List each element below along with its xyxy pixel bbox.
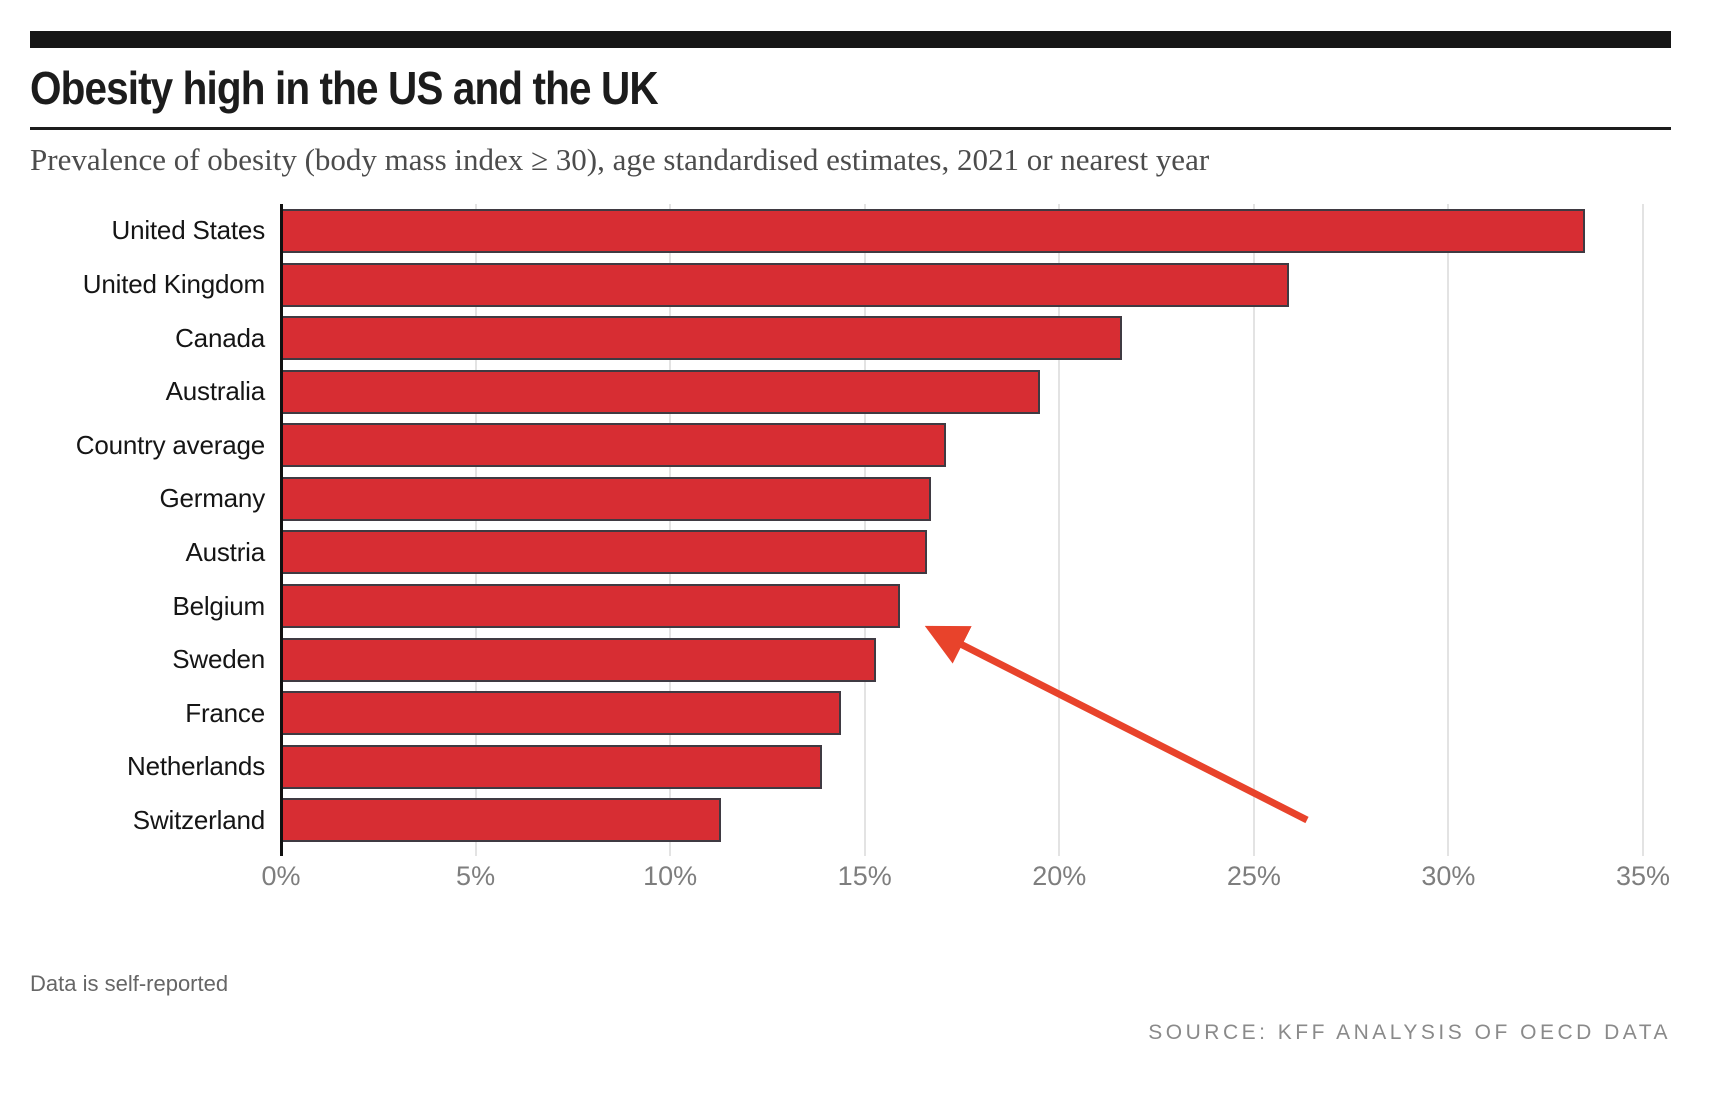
category-label: France [185,697,265,728]
category-label: United Kingdom [82,269,265,300]
bars [281,204,1643,847]
gridlines [281,204,1644,857]
bar-sweden [281,637,877,682]
bar-country-average [281,423,947,468]
gridline [474,204,477,857]
bar-row [281,419,1643,473]
gridline [1252,204,1255,857]
gridline [1642,204,1644,857]
bar-row [281,794,1643,848]
bar-row [281,579,1643,633]
axis-tick-label: 5% [456,861,496,892]
bar-australia [281,369,1040,414]
category-label: Switzerland [132,804,265,835]
axis-tick-label: 20% [1032,861,1087,892]
category-label: Germany [159,483,265,514]
bar-row [281,472,1643,526]
bar-row [281,633,1643,687]
category-label: Belgium [172,590,265,621]
bar-united-kingdom [281,262,1289,307]
y-axis-line [280,204,283,857]
bar-row [281,526,1643,580]
axis-tick-label: 35% [1615,861,1671,892]
bar-germany [281,476,931,521]
axis-tick-label: 10% [643,861,698,892]
footnote: Data is self-reported [30,971,229,997]
axis-tick-labels: 0% 5% 10% 15% 20% 25% 30% 35% [261,847,1670,895]
bar-row [281,686,1643,740]
bar-row [281,365,1643,419]
axis-tick-label: 25% [1226,861,1281,892]
bar-belgium [281,584,900,629]
bar-austria [281,530,927,575]
page-title: Obesity high in the US and the UK [30,62,659,114]
gridline [1058,204,1061,857]
bar-netherlands [281,744,822,789]
plot-area [280,204,1644,857]
top-rule [30,31,1671,48]
bar-row [281,204,1643,258]
bar-row [281,740,1643,794]
category-label: Netherlands [127,751,265,782]
bar-row [281,258,1643,312]
axis-tick-label: 30% [1421,861,1476,892]
gridline [669,204,672,857]
category-label: Austria [185,536,265,567]
category-label: Australia [165,376,266,407]
bar-canada [281,316,1122,361]
bar-switzerland [281,798,721,843]
axis-tick-label: 0% [261,861,301,892]
bar-chart: United States United Kingdom Canada Austral… [30,204,1671,895]
category-label: Sweden [172,644,265,675]
category-label: Country average [75,429,265,460]
gridline [863,204,866,857]
chart-subtitle: Prevalence of obesity (body mass index ≥… [30,141,1210,177]
gridline [1447,204,1450,857]
category-label: Canada [175,322,265,353]
title-divider [30,126,1671,130]
bar-france [281,691,842,736]
bar-row [281,311,1643,365]
axis-tick-label: 15% [837,861,892,892]
category-labels: United States United Kingdom Canada Austral… [30,204,281,847]
category-label: United States [111,215,266,246]
bar-united-states [281,208,1585,253]
source-credit: SOURCE: KFF ANALYSIS OF OECD DATA [1148,1021,1671,1045]
